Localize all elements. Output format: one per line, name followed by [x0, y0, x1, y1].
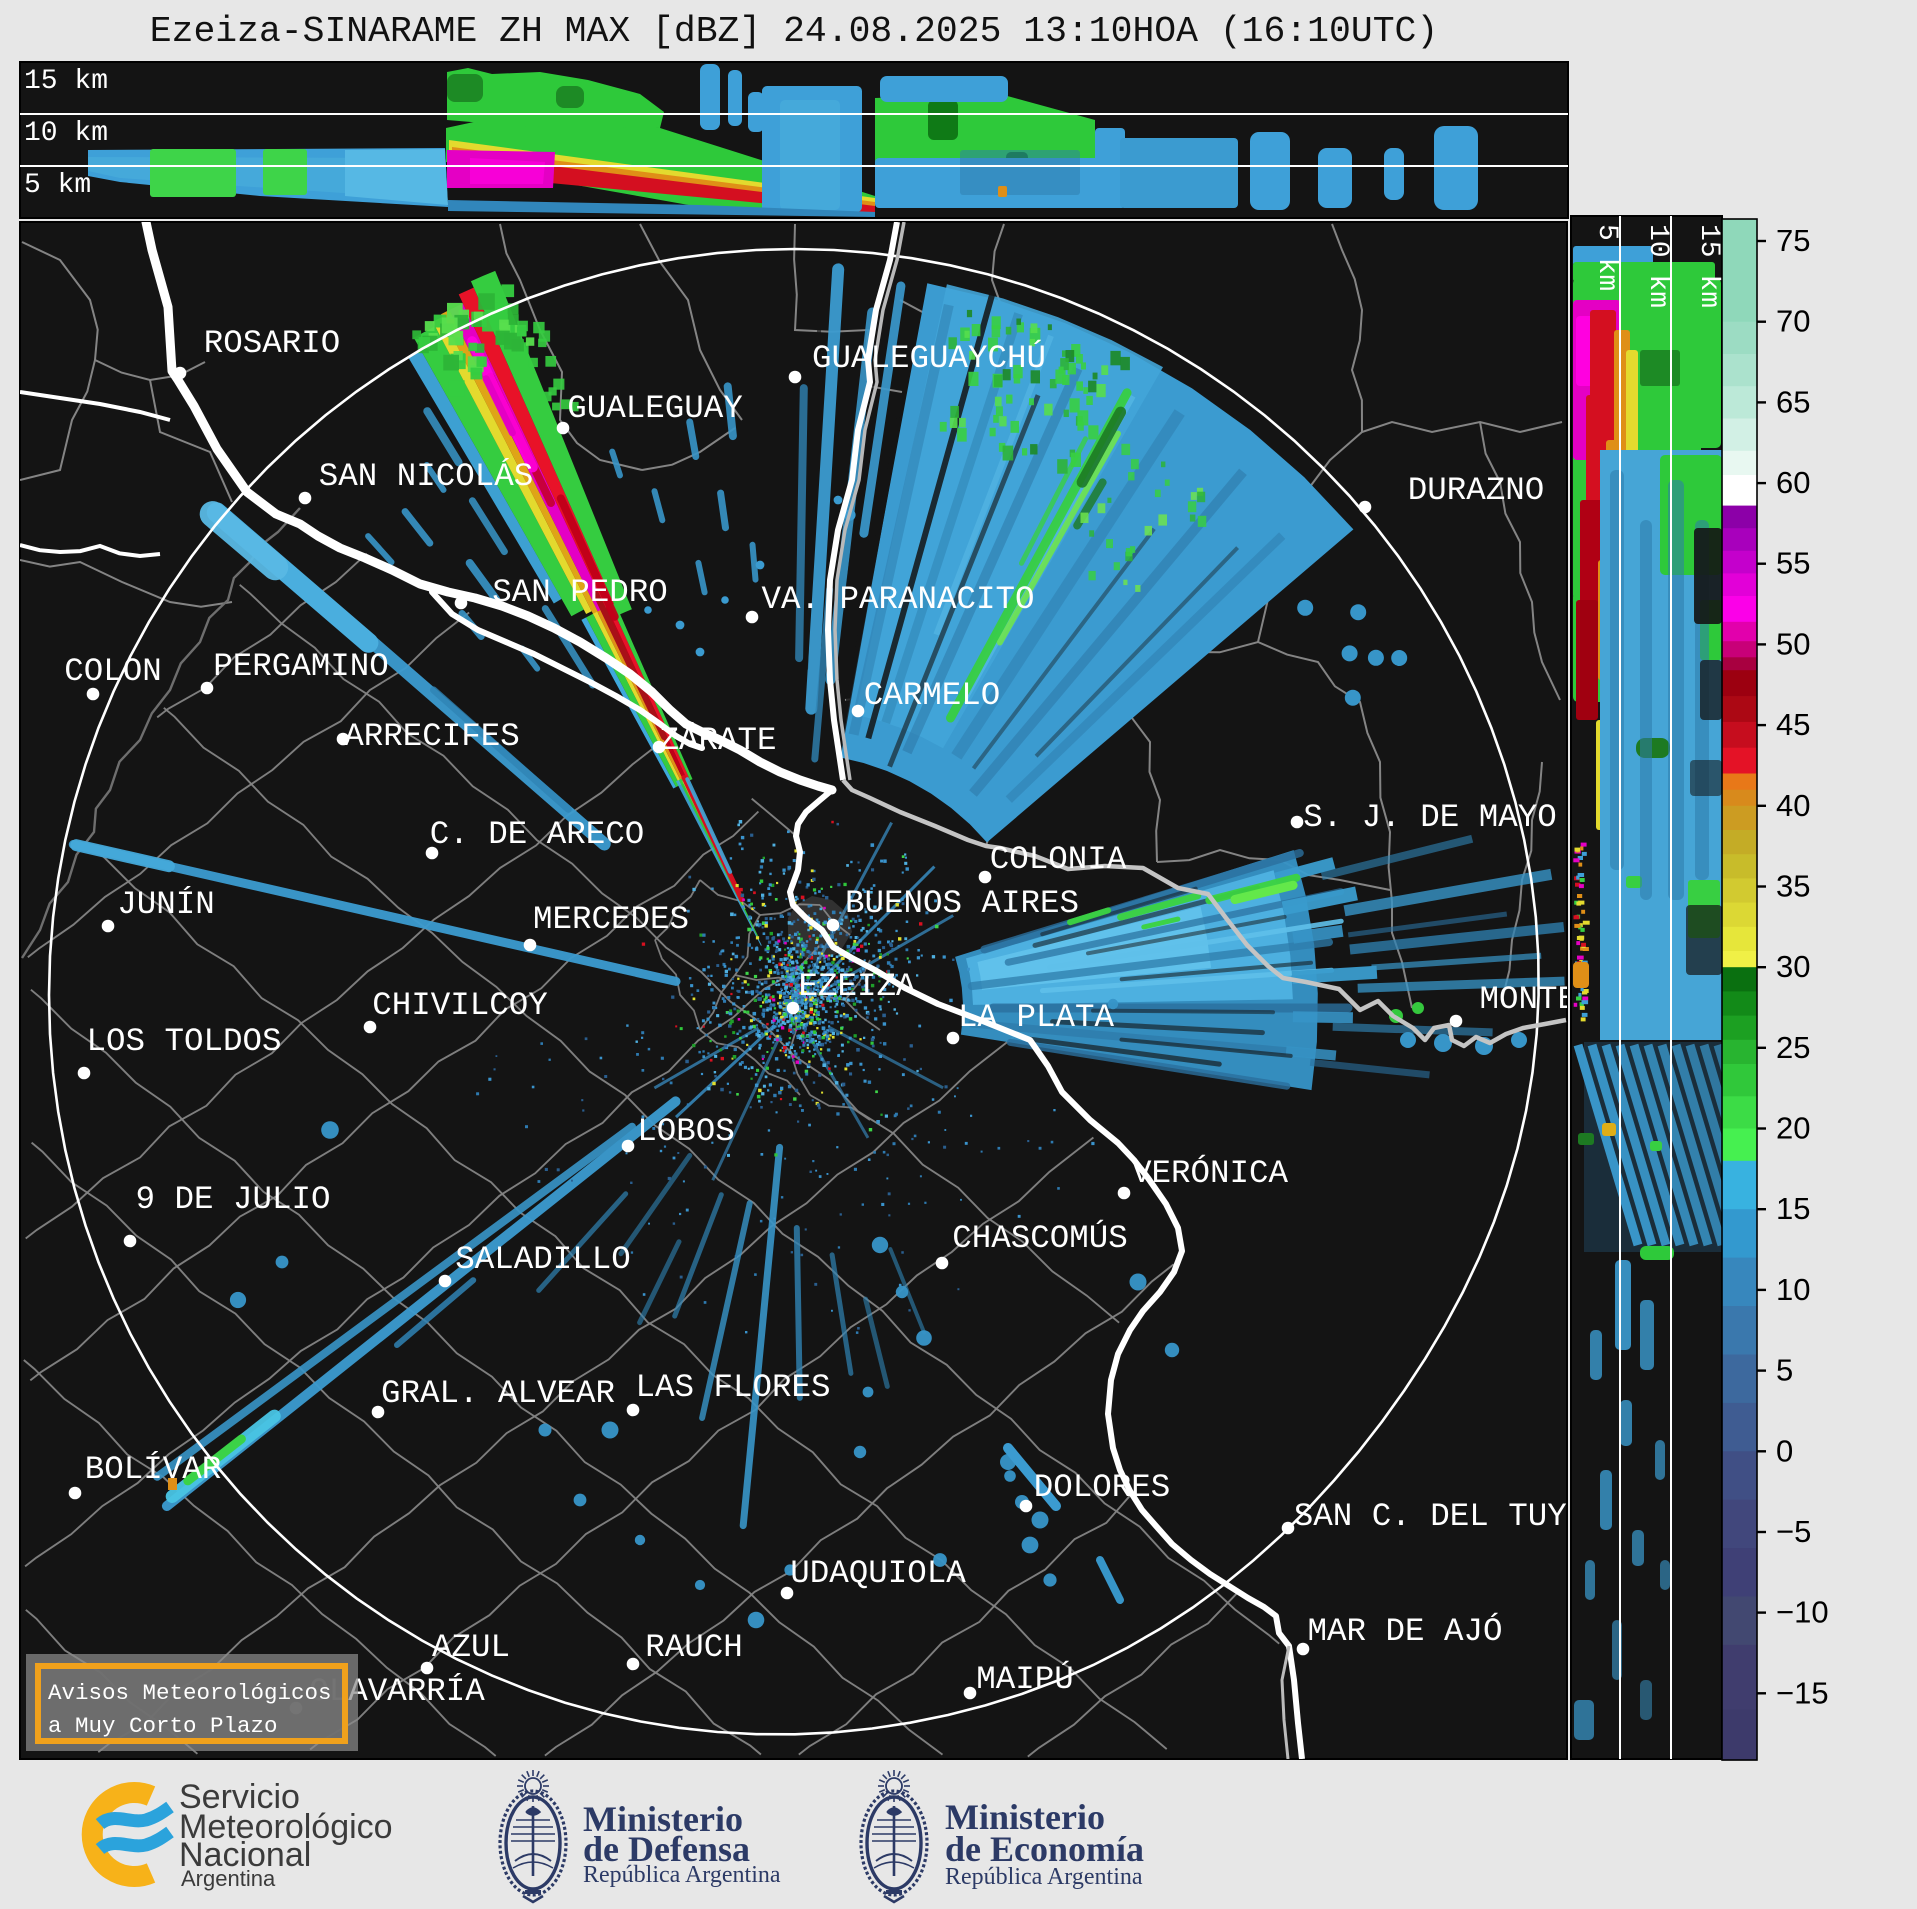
svg-text:SAN NICOLÁS: SAN NICOLÁS	[319, 457, 534, 495]
svg-text:−15: −15	[1776, 1675, 1829, 1710]
svg-text:CHIVILCOY: CHIVILCOY	[372, 987, 548, 1024]
svg-text:DURAZNO: DURAZNO	[1408, 472, 1545, 509]
svg-text:C. DE ARECO: C. DE ARECO	[430, 816, 645, 853]
svg-text:de Economía: de Economía	[945, 1829, 1144, 1869]
svg-text:República Argentina: República Argentina	[945, 1864, 1143, 1890]
svg-text:5 km: 5 km	[1591, 224, 1622, 291]
svg-text:SAN PEDRO: SAN PEDRO	[492, 574, 668, 611]
svg-text:MAIPÚ: MAIPÚ	[976, 1660, 1074, 1698]
svg-text:GUALEGUAYCHÚ: GUALEGUAYCHÚ	[812, 339, 1046, 377]
svg-text:20: 20	[1776, 1111, 1810, 1146]
svg-text:60: 60	[1776, 465, 1810, 500]
svg-text:COLON: COLON	[64, 653, 162, 690]
svg-text:5: 5	[1776, 1353, 1793, 1388]
svg-text:PERGAMINO: PERGAMINO	[213, 648, 389, 685]
svg-text:BOLÍVAR: BOLÍVAR	[85, 1450, 222, 1488]
svg-text:COLONIA: COLONIA	[990, 841, 1127, 878]
svg-text:DOLORES: DOLORES	[1034, 1469, 1171, 1506]
svg-text:50: 50	[1776, 626, 1810, 661]
svg-text:ZÁRATE: ZÁRATE	[659, 721, 776, 759]
svg-text:a Muy Corto Plazo: a Muy Corto Plazo	[48, 1713, 278, 1739]
svg-text:Nacional: Nacional	[179, 1836, 311, 1874]
svg-text:BUENOS AIRES: BUENOS AIRES	[845, 885, 1079, 922]
svg-text:15 km: 15 km	[1693, 224, 1724, 308]
svg-text:55: 55	[1776, 546, 1810, 581]
svg-text:LOS TOLDOS: LOS TOLDOS	[86, 1023, 281, 1060]
svg-text:SAN C. DEL TUYÚ: SAN C. DEL TUYÚ	[1294, 1497, 1587, 1535]
svg-text:LAS FLORES: LAS FLORES	[635, 1369, 830, 1406]
svg-text:EZEIZA: EZEIZA	[798, 968, 916, 1005]
svg-text:CHASCOMÚS: CHASCOMÚS	[952, 1219, 1128, 1257]
svg-text:RAUCH: RAUCH	[645, 1629, 743, 1666]
svg-text:10 km: 10 km	[1642, 224, 1673, 308]
svg-text:25: 25	[1776, 1030, 1810, 1065]
svg-text:0: 0	[1776, 1433, 1793, 1468]
svg-text:10 km: 10 km	[24, 118, 108, 149]
svg-text:MERCEDES: MERCEDES	[533, 901, 689, 938]
svg-text:LA PLATA: LA PLATA	[958, 999, 1115, 1036]
svg-text:MONTEVIDEO: MONTEVIDEO	[1479, 981, 1674, 1018]
svg-text:VA. PARANACITO: VA. PARANACITO	[761, 581, 1034, 618]
svg-text:Argentina: Argentina	[181, 1866, 276, 1891]
svg-text:Servicio: Servicio	[179, 1778, 300, 1816]
svg-text:75: 75	[1776, 223, 1810, 258]
svg-text:15 km: 15 km	[24, 66, 108, 97]
svg-text:15: 15	[1776, 1191, 1810, 1226]
svg-text:GRAL. ALVEAR: GRAL. ALVEAR	[381, 1375, 615, 1412]
svg-text:GUALEGUAY: GUALEGUAY	[567, 390, 743, 427]
svg-text:CARMELO: CARMELO	[864, 677, 1001, 714]
svg-text:9 DE JULIO: 9 DE JULIO	[135, 1181, 330, 1218]
svg-text:JUNÍN: JUNÍN	[117, 885, 215, 923]
svg-text:45: 45	[1776, 707, 1810, 742]
svg-text:−5: −5	[1776, 1514, 1811, 1549]
svg-text:LOBOS: LOBOS	[637, 1113, 735, 1150]
svg-text:Avisos Meteorológicos: Avisos Meteorológicos	[48, 1680, 332, 1706]
svg-text:10: 10	[1776, 1272, 1810, 1307]
svg-text:Ministerio: Ministerio	[945, 1797, 1105, 1837]
svg-text:65: 65	[1776, 384, 1810, 419]
svg-text:Ministerio: Ministerio	[583, 1799, 743, 1839]
svg-text:República Argentina: República Argentina	[583, 1862, 781, 1888]
svg-text:AZUL: AZUL	[432, 1629, 510, 1666]
svg-text:UDAQUIOLA: UDAQUIOLA	[790, 1555, 966, 1592]
svg-text:30: 30	[1776, 949, 1810, 984]
svg-text:ARRECIFES: ARRECIFES	[344, 718, 520, 755]
svg-text:40: 40	[1776, 788, 1810, 823]
svg-text:SALADILLO: SALADILLO	[455, 1241, 631, 1278]
svg-text:de Defensa: de Defensa	[583, 1829, 750, 1869]
svg-text:5 km: 5 km	[24, 170, 91, 201]
svg-text:ROSARIO: ROSARIO	[204, 325, 341, 362]
svg-text:70: 70	[1776, 304, 1810, 339]
svg-text:VERÓNICA: VERÓNICA	[1132, 1154, 1289, 1192]
svg-text:−10: −10	[1776, 1595, 1829, 1630]
svg-text:35: 35	[1776, 869, 1810, 904]
svg-text:Meteorológico: Meteorológico	[179, 1808, 393, 1846]
svg-text:MAR DE AJÓ: MAR DE AJÓ	[1307, 1612, 1502, 1650]
svg-text:S. J. DE MAYO: S. J. DE MAYO	[1303, 799, 1557, 836]
